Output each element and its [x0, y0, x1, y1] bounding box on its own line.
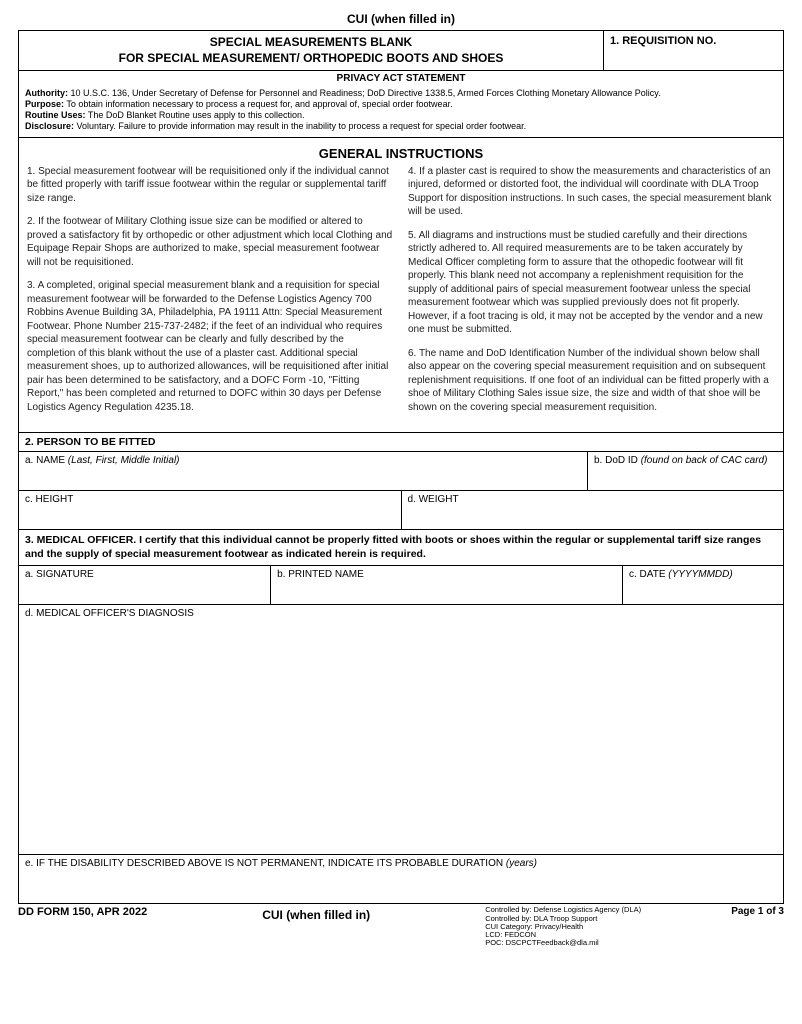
date-field[interactable]: c. DATE (YYYYMMDD) — [623, 566, 783, 604]
instruction-3: 3. A completed, original special measure… — [27, 279, 394, 414]
instruction-5: 5. All diagrams and instructions must be… — [408, 229, 775, 337]
instruction-1: 1. Special measurement footwear will be … — [27, 165, 394, 206]
person-row-2: c. HEIGHT d. WEIGHT — [19, 491, 783, 530]
duration-hint: (years) — [506, 858, 537, 869]
privacy-title: PRIVACY ACT STATEMENT — [25, 73, 777, 86]
form-container: SPECIAL MEASUREMENTS BLANK FOR SPECIAL M… — [18, 30, 784, 904]
form-header: SPECIAL MEASUREMENTS BLANK FOR SPECIAL M… — [19, 31, 783, 71]
date-label: c. DATE — [629, 569, 668, 580]
requisition-no-label: 1. REQUISITION NO. — [610, 35, 716, 47]
height-label: c. HEIGHT — [25, 494, 395, 505]
person-row-1: a. NAME (Last, First, Middle Initial) b.… — [19, 452, 783, 491]
diagnosis-label: d. MEDICAL OFFICER'S DIAGNOSIS — [25, 608, 194, 619]
weight-field[interactable]: d. WEIGHT — [402, 491, 784, 529]
height-field[interactable]: c. HEIGHT — [19, 491, 402, 529]
duration-label: e. IF THE DISABILITY DESCRIBED ABOVE IS … — [25, 858, 506, 869]
authority-label: Authority: — [25, 88, 68, 98]
cui-footer: CUI (when filled in) — [147, 906, 485, 922]
name-field[interactable]: a. NAME (Last, First, Middle Initial) — [19, 452, 588, 490]
page-number: Page 1 of 3 — [725, 906, 784, 947]
section-2-header: 2. PERSON TO BE FITTED — [19, 433, 783, 452]
form-id: DD FORM 150, APR 2022 — [18, 906, 147, 918]
signature-field[interactable]: a. SIGNATURE — [19, 566, 271, 604]
diagnosis-field[interactable]: d. MEDICAL OFFICER'S DIAGNOSIS — [19, 605, 783, 855]
dodid-field[interactable]: b. DoD ID (found on back of CAC card) — [588, 452, 783, 490]
title-line-2: FOR SPECIAL MEASUREMENT/ ORTHOPEDIC BOOT… — [119, 51, 504, 65]
dodid-label: b. DoD ID — [594, 455, 641, 466]
general-instructions-title: GENERAL INSTRUCTIONS — [27, 140, 775, 165]
date-hint: (YYYYMMDD) — [668, 569, 732, 580]
instruction-4: 4. If a plaster cast is required to show… — [408, 165, 775, 219]
instructions-columns: 1. Special measurement footwear will be … — [27, 165, 775, 425]
cui-header: CUI (when filled in) — [18, 12, 784, 26]
duration-field[interactable]: e. IF THE DISABILITY DESCRIBED ABOVE IS … — [19, 855, 783, 903]
disclosure-label: Disclosure: — [25, 121, 74, 131]
name-hint: (Last, First, Middle Initial) — [68, 455, 180, 466]
privacy-statement: PRIVACY ACT STATEMENT Authority: 10 U.S.… — [19, 71, 783, 138]
printed-name-label: b. PRINTED NAME — [277, 569, 616, 580]
purpose-text: To obtain information necessary to proce… — [64, 99, 453, 109]
instruction-6: 6. The name and DoD Identification Numbe… — [408, 347, 775, 415]
officer-row: a. SIGNATURE b. PRINTED NAME c. DATE (YY… — [19, 566, 783, 605]
name-label: a. NAME — [25, 455, 68, 466]
form-title: SPECIAL MEASUREMENTS BLANK FOR SPECIAL M… — [19, 31, 603, 70]
instruction-2: 2. If the footwear of Military Clothing … — [27, 215, 394, 269]
purpose-label: Purpose: — [25, 99, 64, 109]
weight-label: d. WEIGHT — [408, 494, 778, 505]
authority-text: 10 U.S.C. 136, Under Secretary of Defens… — [68, 88, 661, 98]
requisition-no-field[interactable]: 1. REQUISITION NO. — [603, 31, 783, 70]
control-block: Controlled by: Defense Logistics Agency … — [485, 906, 725, 947]
printed-name-field[interactable]: b. PRINTED NAME — [271, 566, 623, 604]
signature-label: a. SIGNATURE — [25, 569, 264, 580]
routine-text: The DoD Blanket Routine uses apply to th… — [86, 110, 305, 120]
title-line-1: SPECIAL MEASUREMENTS BLANK — [210, 35, 412, 49]
ctrl-line-5: POC: DSCPCTFeedback@dla.mil — [485, 939, 725, 947]
section-3-header: 3. MEDICAL OFFICER. I certify that this … — [19, 530, 783, 566]
disclosure-text: Voluntary. Failure to provide informatio… — [74, 121, 526, 131]
general-instructions: GENERAL INSTRUCTIONS 1. Special measurem… — [19, 138, 783, 434]
routine-label: Routine Uses: — [25, 110, 86, 120]
dodid-hint: (found on back of CAC card) — [641, 455, 768, 466]
page-footer: DD FORM 150, APR 2022 CUI (when filled i… — [18, 906, 784, 947]
